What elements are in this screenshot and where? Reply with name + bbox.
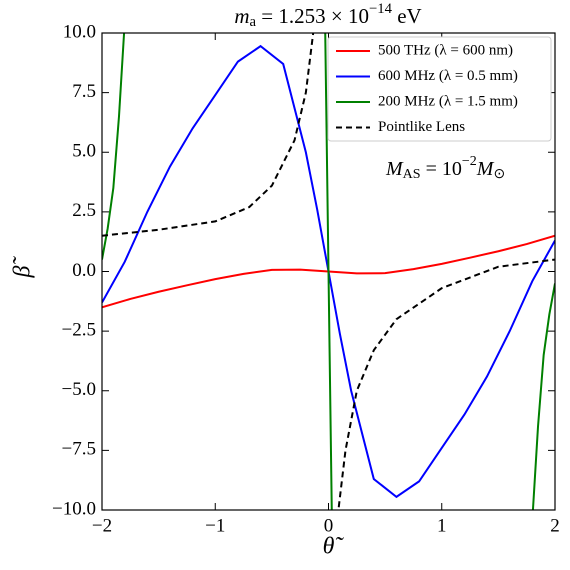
y-tick-label: −10.0 [52,498,96,519]
x-tick-label: 1 [437,515,447,536]
y-tick-label: −5.0 [62,379,96,400]
series-line [102,33,555,510]
x-tick-label: −1 [205,515,225,536]
x-tick-label: 2 [550,515,560,536]
text-part: M [476,158,495,180]
legend-label: 500 THz (λ = 600 nm) [378,42,513,58]
annotation: MAS = 10−2M⊙ [385,154,505,182]
legend-label: Pointlike Lens [378,119,465,135]
text-part: eV [392,4,422,28]
legend-label: 200 MHz (λ = 1.5 mm) [378,93,518,109]
y-tick-label: 2.5 [72,200,96,221]
text-part: −14 [369,1,393,17]
y-tick-label: 7.5 [72,81,96,102]
y-tick-label: 5.0 [72,141,96,162]
x-tick-label: −2 [92,515,112,536]
plot-frame [101,32,556,511]
text-part: = 1.253 × 10 [256,4,369,28]
text-part: m [234,4,249,28]
y-tick-label: −7.5 [62,439,96,460]
x-tick-label: 0 [324,515,334,536]
chart-title: ma = 1.253 × 10−14 eV [234,1,421,30]
text-part: −2 [462,154,477,169]
series-line [102,33,555,510]
y-tick-label: 0.0 [72,260,96,281]
text-part: M [385,158,404,180]
y-tick-label: 10.0 [63,21,96,42]
legend-label: 600 MHz (λ = 0.5 mm) [378,68,518,84]
x-axis-label: θ̃ [323,534,345,560]
legend-box [327,36,552,142]
y-axis-label: β̃ [10,256,36,279]
y-tick-label: −2.5 [62,319,96,340]
text-part: ⊙ [493,167,505,182]
text-part: a [249,14,256,30]
plot-area [102,33,555,510]
text-part: AS [403,167,421,182]
text-part: = 10 [421,158,462,180]
